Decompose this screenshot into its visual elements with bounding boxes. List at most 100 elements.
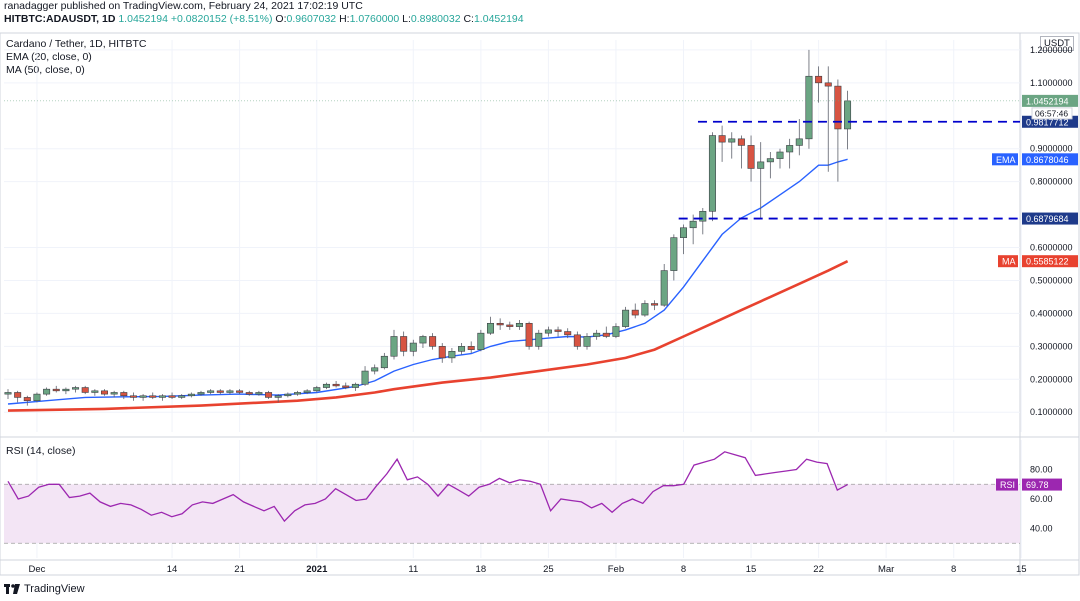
- price-tick-label: 0.5000000: [1030, 275, 1073, 285]
- time-tick-label: 15: [746, 564, 757, 575]
- candle: [815, 75, 823, 84]
- ema-legend[interactable]: EMA (20, close, 0): [6, 51, 92, 63]
- ema-price-label: 0.8678046: [1026, 155, 1069, 165]
- rsi-legend[interactable]: RSI (14, close): [6, 445, 76, 457]
- ma-name-tag: [998, 255, 1018, 268]
- price-tick-label: 0.3000000: [1030, 341, 1073, 351]
- time-tick-label: 15: [1016, 564, 1027, 575]
- candle: [737, 138, 745, 146]
- brand-name: TradingView: [24, 583, 85, 595]
- level-price-label: 0.9817712: [1026, 117, 1069, 127]
- candle: [400, 336, 408, 352]
- candle: [110, 392, 118, 395]
- price-tick-label: 1.1000000: [1030, 78, 1073, 88]
- candle: [361, 370, 369, 385]
- rsi-name-label: RSI: [1000, 480, 1015, 490]
- candle: [631, 309, 639, 316]
- price-tick-label: 0.9000000: [1030, 144, 1073, 154]
- low-value: 0.8980032: [410, 13, 461, 25]
- candle: [834, 85, 842, 130]
- time-tick-label: 8: [951, 564, 956, 575]
- candle: [467, 346, 475, 350]
- candle: [43, 388, 51, 395]
- candle: [409, 342, 417, 352]
- currency-badge[interactable]: USDT: [1040, 36, 1074, 51]
- chart-title[interactable]: Cardano / Tether, 1D, HITBTC: [6, 38, 147, 50]
- candle: [448, 350, 456, 359]
- symbol-label: HITBTC:ADAUSDT, 1D: [4, 13, 116, 25]
- candle: [226, 390, 234, 393]
- ema-name-tag: [992, 153, 1018, 166]
- candle: [72, 387, 80, 390]
- candle: [120, 392, 128, 397]
- time-tick-label: 14: [167, 564, 178, 575]
- candle: [795, 138, 803, 146]
- time-tick-label: 22: [813, 564, 824, 575]
- change-value: +0.0820152 (+8.51%): [170, 13, 273, 25]
- rsi-tick-label: 80.00: [1030, 465, 1053, 475]
- candle: [689, 220, 697, 229]
- high-label: H:: [339, 13, 350, 25]
- ohlc-line: HITBTC:ADAUSDT, 1D 1.0452194 +0.0820152 …: [4, 13, 524, 26]
- last-price-label: 1.0452194: [1026, 96, 1069, 106]
- candle: [786, 145, 794, 153]
- candle: [52, 388, 60, 392]
- level-price-label: 0.6879684: [1026, 214, 1069, 224]
- indicator-legend: Cardano / Tether, 1D, HITBTC EMA (20, cl…: [6, 38, 146, 77]
- candle: [313, 387, 321, 392]
- candle: [158, 395, 166, 398]
- candle: [293, 392, 301, 395]
- time-tick-label: 2021: [306, 564, 328, 575]
- candle: [477, 332, 485, 350]
- ema-price-tag: [1022, 153, 1078, 166]
- candle: [766, 158, 774, 163]
- time-tick-label: 11: [408, 564, 418, 575]
- candle: [593, 332, 601, 337]
- candle: [718, 135, 726, 143]
- candle: [535, 332, 543, 347]
- candle: [544, 329, 552, 334]
- candle: [641, 303, 649, 316]
- candle: [255, 392, 263, 395]
- candle: [207, 390, 215, 393]
- time-tick-label: Dec: [28, 564, 45, 575]
- candle: [168, 395, 176, 398]
- candle: [612, 326, 620, 337]
- candle: [670, 237, 678, 271]
- candle: [506, 324, 514, 327]
- candle: [245, 392, 253, 395]
- candle: [496, 322, 504, 326]
- candle: [284, 393, 292, 397]
- countdown-tag: [1031, 107, 1073, 120]
- candle: [844, 100, 852, 130]
- footer: TradingView: [4, 583, 85, 595]
- candle: [274, 395, 282, 398]
- time-tick-label: 21: [234, 564, 245, 575]
- rsi-tick-label: 40.00: [1030, 524, 1053, 534]
- chart-header: ranadagger published on TradingView.com,…: [4, 0, 524, 26]
- candle: [351, 383, 359, 388]
- ma-legend[interactable]: MA (50, close, 0): [6, 64, 85, 76]
- rsi-value-tag: [1022, 478, 1062, 491]
- candle: [149, 395, 157, 398]
- candle: [380, 355, 388, 369]
- tradingview-logo-icon: [4, 584, 20, 594]
- candle: [197, 392, 205, 395]
- candle: [4, 392, 12, 395]
- candle: [33, 393, 41, 402]
- candle: [429, 336, 437, 347]
- rsi-name-tag: [996, 478, 1018, 491]
- rsi-band: [4, 484, 1020, 544]
- candle: [776, 151, 784, 159]
- rsi-line: [7, 451, 848, 523]
- publish-line: ranadagger published on TradingView.com,…: [4, 0, 363, 12]
- ma-50-line: [7, 260, 849, 412]
- ma-price-label: 0.5585122: [1026, 257, 1069, 267]
- time-tick-label: Mar: [878, 564, 894, 575]
- candle: [265, 392, 273, 398]
- candle: [651, 303, 659, 306]
- time-tick-label: 18: [476, 564, 487, 575]
- ma-price-tag: [1022, 255, 1078, 268]
- candle: [583, 336, 591, 347]
